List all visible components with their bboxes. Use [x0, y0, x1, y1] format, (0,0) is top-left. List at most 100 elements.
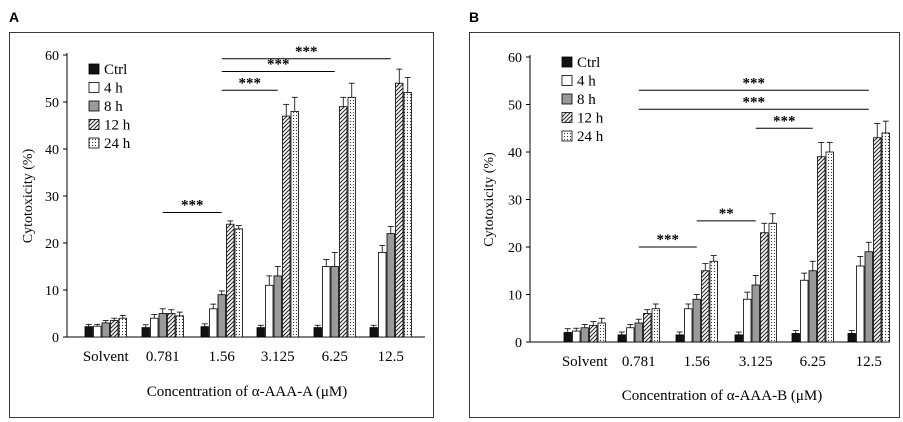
bar [265, 284, 274, 338]
bar [817, 156, 826, 343]
x-tick-label: 0.781 [146, 349, 180, 365]
bar [847, 333, 856, 343]
bar [141, 327, 150, 338]
bar [597, 322, 606, 343]
y-tick-label: 40 [45, 143, 59, 158]
legend-label: 12 h [104, 118, 131, 134]
bar [800, 279, 809, 343]
legend-swatch [88, 137, 100, 149]
panel-letter-a: A [9, 9, 20, 25]
bar [626, 327, 635, 343]
legend-swatch [561, 112, 573, 123]
bar [209, 308, 218, 338]
bar [313, 327, 322, 338]
legend-label: Ctrl [577, 55, 600, 71]
bar [378, 251, 387, 338]
chart-panel-a: 0 10 20 30 40 50 60 Cytotoxicity (%) Solvent 0.78… [9, 32, 434, 418]
bar [743, 298, 752, 343]
bar [563, 332, 572, 343]
bar [347, 96, 356, 338]
chart-a-svg: 0 10 20 30 40 50 60 Cytotoxicity (%) Solvent 0.78… [21, 44, 425, 400]
bar [651, 308, 660, 343]
x-tick-label: 12.5 [378, 349, 404, 365]
x-tick-label: 3.125 [261, 349, 295, 365]
y-tick-label: 60 [508, 51, 522, 66]
significance-label: *** [743, 94, 766, 110]
y-tick-label: 0 [515, 336, 522, 351]
x-tick-label: 6.25 [800, 354, 826, 370]
bar [734, 334, 743, 343]
legend-label: 12 h [577, 111, 604, 127]
bar [881, 132, 890, 343]
bar [403, 92, 412, 338]
y-tick-label: 50 [45, 96, 59, 111]
bar [150, 317, 159, 338]
significance-label: *** [657, 232, 680, 248]
chart-panel-b: 0 10 20 30 40 50 60 Cytotoxicity (%) Solvent 0.78… [469, 32, 900, 418]
x-tick-label: 0.781 [622, 354, 656, 370]
bar [167, 313, 176, 338]
x-tick-label: 1.56 [684, 354, 711, 370]
y-tick-label: 30 [45, 190, 59, 205]
bar [226, 223, 235, 338]
y-axis-title: Cytotoxicity (%) [482, 152, 497, 247]
bar [158, 313, 167, 338]
legend-label: 4 h [577, 74, 596, 90]
bar [273, 275, 282, 338]
bar [84, 326, 93, 338]
bar [572, 330, 581, 343]
bar [369, 327, 378, 338]
x-tick-label: 1.56 [209, 349, 236, 365]
bar [768, 222, 777, 343]
significance-label: *** [239, 75, 262, 91]
y-tick-label: 20 [508, 241, 522, 256]
significance-label: *** [295, 44, 318, 60]
legend-swatch [88, 82, 100, 93]
y-tick-label: 40 [508, 146, 522, 161]
legend-label: 8 h [104, 99, 123, 115]
significance-label: *** [773, 113, 796, 129]
legend-label: 8 h [577, 92, 596, 108]
bar [282, 115, 291, 338]
bar [617, 334, 626, 343]
bar [290, 111, 299, 338]
legend-swatch [88, 119, 100, 130]
bar [93, 325, 102, 338]
bar [709, 260, 718, 343]
bar [825, 151, 834, 343]
bar [873, 137, 882, 343]
legend-label: 24 h [104, 136, 131, 152]
bar [864, 251, 873, 343]
y-tick-label: 30 [508, 194, 522, 209]
bar [110, 320, 119, 338]
x-tick-label: 3.125 [739, 354, 773, 370]
bar [856, 265, 865, 343]
bar [643, 313, 652, 343]
legend-swatch [561, 75, 573, 86]
bar [322, 266, 331, 338]
bar [684, 308, 693, 343]
panel-letter-b: B [469, 9, 480, 25]
legend-swatch [88, 63, 100, 75]
bar [692, 298, 701, 343]
significance-label: *** [743, 75, 766, 91]
bar [200, 326, 209, 338]
significance-label: ** [719, 206, 734, 222]
bar [760, 232, 769, 343]
bar [701, 270, 710, 343]
legend-swatch [561, 56, 573, 68]
bar [751, 284, 760, 343]
x-axis-title: Concentration of α-AAA-B (μM) [622, 388, 822, 404]
bar [395, 82, 404, 338]
bar [118, 317, 127, 338]
legend-label: 24 h [577, 129, 604, 145]
y-tick-label: 50 [508, 99, 522, 114]
x-tick-label: 12.5 [856, 354, 882, 370]
bar [256, 327, 265, 338]
y-tick-label: 60 [45, 49, 59, 64]
x-tick-label: Solvent [562, 354, 609, 370]
bar [791, 333, 800, 343]
legend-swatch [561, 93, 573, 105]
y-tick-label: 10 [45, 284, 59, 299]
y-tick-label: 20 [45, 237, 59, 252]
